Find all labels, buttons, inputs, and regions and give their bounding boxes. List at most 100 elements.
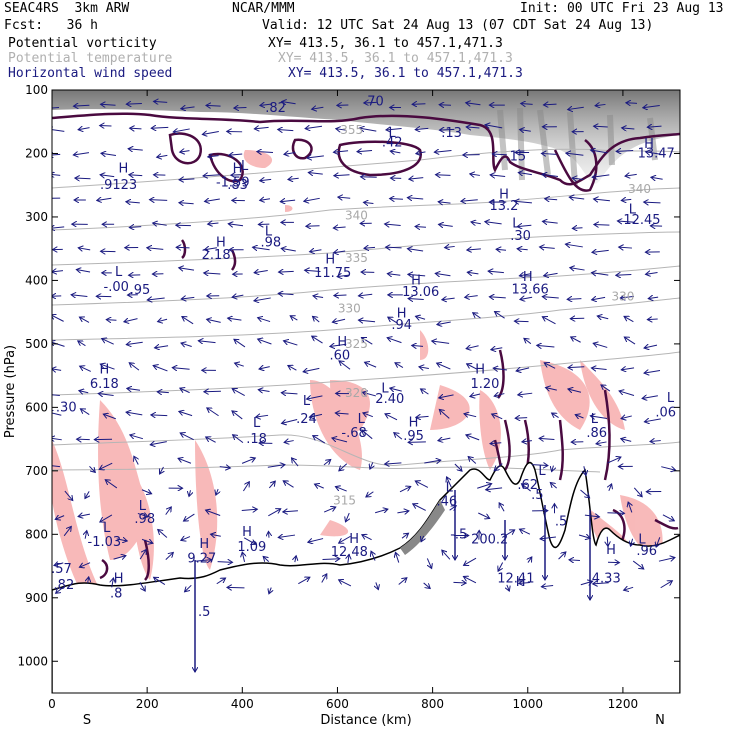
wind-arrow: [648, 297, 659, 298]
wind-arrow: [519, 529, 531, 535]
wind-arrow: [80, 409, 90, 415]
wind-arrow: [283, 511, 298, 512]
wind-arrow: [228, 224, 244, 226]
wind-arrow: [282, 419, 298, 424]
wind-arrow: [198, 341, 216, 343]
wind-arrow: [361, 177, 377, 178]
wind-arrow: [568, 367, 585, 368]
wind-arrow: [437, 322, 451, 325]
wind-arrow: [522, 441, 532, 442]
init-time: Init: 00 UTC Fri 23 Aug 13: [520, 1, 724, 16]
wind-arrow: [322, 559, 340, 560]
wind-arrow: [453, 582, 466, 583]
wind-arrow: [55, 516, 65, 520]
wind-extremum-label: .82: [54, 578, 75, 593]
wind-arrow: [178, 458, 192, 464]
plot-frame: [51, 89, 681, 694]
wind-arrow: [216, 488, 218, 495]
wind-arrow: [211, 534, 221, 536]
wind-arrow: [204, 248, 217, 250]
theta-label: 325: [345, 337, 368, 351]
wind-arrow: [206, 105, 221, 106]
wind-arrow: [335, 413, 349, 414]
wind-extremum-label: 13.66: [512, 282, 549, 297]
wind-arrow: [387, 338, 402, 344]
wind-arrow: [492, 414, 503, 420]
wind-arrow: [531, 465, 548, 466]
wind-arrow: [242, 552, 244, 562]
wind-extremum-label: H: [411, 273, 421, 288]
wind-arrow: [260, 104, 273, 106]
wind-arrow: [524, 338, 532, 345]
wind-arrow: [421, 389, 429, 395]
valid-time: Valid: 12 UTC Sat 24 Aug 13 (07 CDT Sat …: [262, 18, 654, 33]
wind-arrow: [625, 174, 637, 176]
wind-extremum-label: L: [446, 480, 454, 495]
wind-extremum-label: H: [99, 362, 109, 377]
wind-arrow: [85, 491, 89, 498]
wind-arrow: [100, 364, 115, 370]
wind-arrow: [485, 222, 502, 224]
wind-arrow: [569, 197, 585, 199]
wind-arrow: [332, 438, 348, 443]
wind-arrow: [345, 512, 349, 522]
wind-arrow: [644, 202, 661, 203]
wind-arrow: [52, 438, 62, 440]
wind-arrow: [633, 487, 642, 497]
wind-arrow: [359, 128, 377, 131]
wind-arrow: [364, 102, 377, 103]
wind-arrow: [647, 319, 658, 320]
wind-arrow: [137, 513, 148, 516]
wind-arrow: [181, 297, 195, 299]
wind-arrow: [647, 126, 662, 127]
wind-arrow: [597, 316, 609, 319]
wind-arrow: [439, 129, 455, 130]
wind-arrow: [415, 226, 426, 227]
wind-arrow: [128, 149, 143, 150]
wind-extremum-label: .98: [134, 512, 155, 527]
wind-extremum-label: .18: [246, 432, 267, 447]
wind-extremum-label: -1.59: [216, 176, 250, 191]
wind-arrow: [651, 177, 663, 179]
wind-arrow: [338, 197, 351, 198]
wind-arrow: [494, 463, 503, 471]
wind-arrow: [278, 129, 294, 130]
wind-arrow: [172, 368, 190, 370]
wind-extremum-label: .60: [329, 348, 350, 363]
wind-extremum-label: H: [409, 416, 419, 431]
wind-arrow: [362, 430, 373, 440]
wind-arrow: [436, 175, 451, 176]
wind-arrow: [620, 296, 635, 298]
wind-arrow: [397, 511, 409, 513]
wind-arrow: [313, 316, 320, 323]
wind-arrow: [515, 418, 528, 419]
wind-extremum-label: .5: [531, 488, 543, 503]
wind-arrow: [591, 368, 607, 370]
wind-arrow: [283, 341, 298, 346]
y-axis-label: Pressure (hPa): [3, 345, 18, 438]
wind-arrow: [364, 247, 376, 248]
wind-arrow: [465, 296, 478, 298]
wind-arrow: [358, 320, 376, 322]
wind-arrow: [519, 583, 530, 584]
wind-arrow: [52, 271, 64, 272]
wind-arrow: [76, 269, 91, 272]
wind-extremum-label: 70: [367, 94, 384, 109]
wind-extremum-label: H: [516, 575, 526, 590]
wind-extremum-label: 12.45: [623, 213, 660, 228]
wind-arrow: [308, 538, 324, 543]
wind-extremum-label: H: [523, 270, 533, 285]
wind-extremum-label: H: [118, 162, 128, 177]
wind-arrow: [643, 106, 660, 108]
wind-arrow: [385, 414, 398, 421]
theta-label: 330: [338, 301, 361, 315]
wind-arrow: [305, 126, 323, 128]
wind-arrow: [79, 317, 90, 323]
wind-extremum-label: .30: [510, 229, 531, 244]
wind-extremum-label: .30: [56, 400, 77, 415]
wind-arrow: [592, 297, 606, 299]
legend-theta-name: Potential temperature: [8, 51, 173, 66]
wind-arrow: [52, 412, 62, 415]
wind-arrow: [78, 128, 90, 130]
wind-extremum-label: H: [499, 188, 509, 203]
